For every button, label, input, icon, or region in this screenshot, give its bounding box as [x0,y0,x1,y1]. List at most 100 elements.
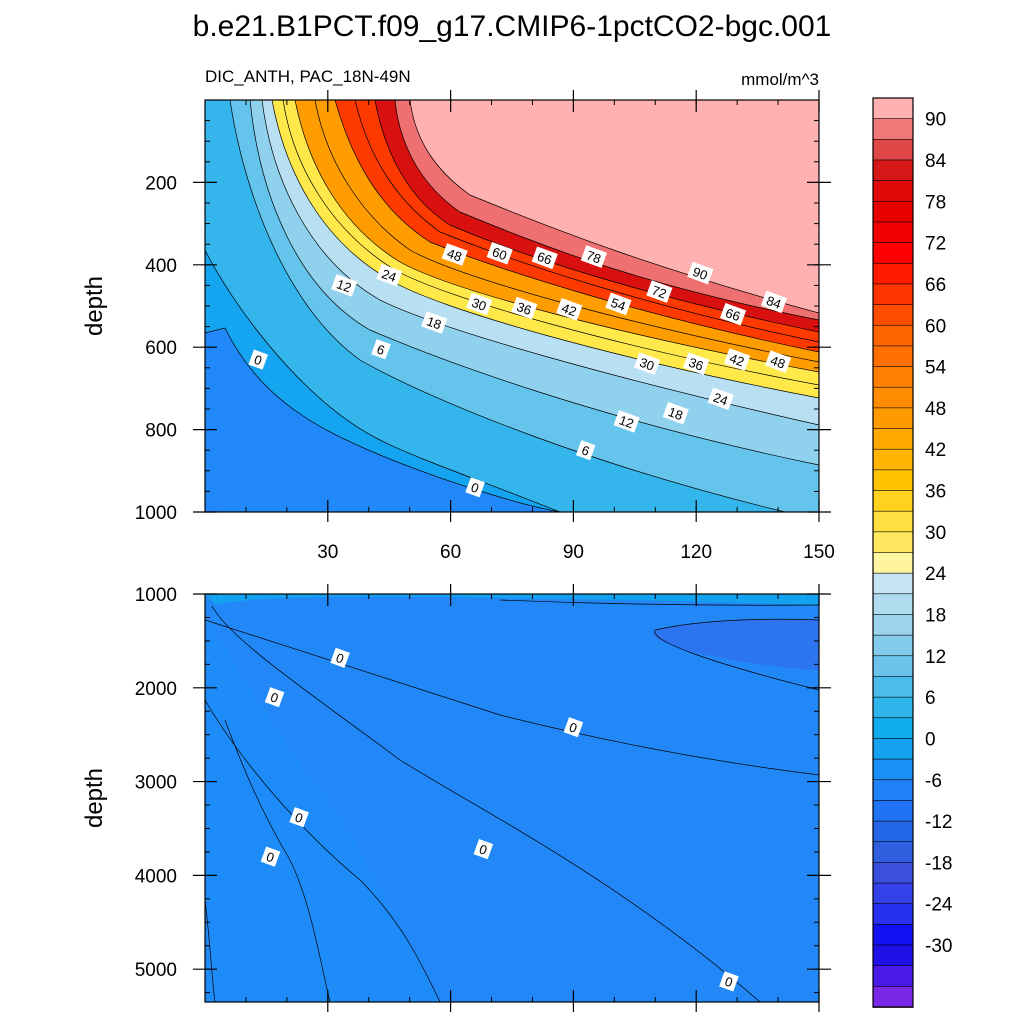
chart-title: b.e21.B1PCT.f09_g17.CMIP6-1pctCO2-bgc.00… [193,10,832,43]
colorbar-label: 36 [925,482,946,503]
upper-contour-label-text: 48 [769,353,788,372]
upper-contour-label-text: 90 [691,264,710,283]
lower-contour-label-box [563,717,584,738]
upper-y-tick-label: 800 [145,421,177,442]
upper-x-tick-label: 150 [803,542,835,563]
lower-contour-label-text: 0 [723,974,735,991]
lower-contour-label-box [473,839,494,860]
upper-contour-label-box [531,246,558,270]
colorbar-swatch [872,386,914,409]
colorbar-label: -12 [925,812,952,833]
colorbar-swatch [872,366,914,389]
colorbar-swatch [872,97,914,120]
upper-contour-lines [205,100,819,512]
upper-contour-label-text: 24 [711,390,730,409]
upper-y-tick-label: 400 [145,256,177,277]
upper-contour-label: 24 [707,387,734,410]
variable-region-label: DIC_ANTH, PAC_18N-49N [205,67,411,86]
upper-contour-label-text: 6 [375,341,387,358]
lower-axes: 1000 2000 3000 4000 5000 [135,584,831,1012]
lower-contour-label-box [264,687,285,708]
upper-contour-label-text: 0 [252,352,264,369]
lower-contour-label-box [260,846,281,867]
upper-contour-label-box [441,243,468,266]
upper-contour-label-text: 24 [380,266,399,285]
upper-contour-label-box [634,352,661,375]
upper-y-axis-title: depth [81,276,108,336]
colorbar-labels: 908478726660544842363024181260-6-12-18-2… [925,110,953,957]
upper-contour-label-box [719,302,747,326]
upper-panel [205,100,819,512]
upper-contour-label-text: 0 [469,479,481,496]
upper-contour-label: 36 [683,352,710,375]
colorbar-swatch [872,324,914,347]
upper-contour-label: 66 [719,302,747,326]
colorbar-swatch [872,139,914,161]
upper-deep-zero-region [205,328,560,512]
colorbar-swatch [872,407,914,430]
colorbar-swatch [872,779,914,802]
colorbar-label: 72 [925,234,946,255]
upper-contour-label: 18 [421,311,448,334]
lower-contour-label-text: 0 [293,809,305,826]
colorbar-swatch [872,676,914,698]
lower-negative-pocket [653,619,819,670]
lower-contour-label-text: 0 [567,719,579,736]
upper-contour-label: 90 [687,261,714,285]
colorbar [872,97,914,1008]
colorbar-label: 12 [925,647,946,668]
lower-contour-label-box [330,647,350,668]
colorbar-label: -6 [925,771,942,792]
upper-contour-label-box [331,274,358,297]
colorbar-swatch [872,469,914,492]
upper-contour-label: 6 [575,440,596,461]
upper-contour-label-box [724,348,751,371]
upper-x-tick-label: 60 [440,542,461,563]
upper-contour-label: 12 [613,410,640,433]
lower-contour-label: 0 [330,647,350,668]
upper-contour-label: 0 [465,477,485,498]
colorbar-swatch [872,944,914,967]
colorbar-swatch [872,614,914,636]
upper-contour-label-box [605,292,632,316]
upper-contour-label-text: 18 [666,404,685,423]
upper-contour-label: 72 [646,280,673,303]
upper-contour-label-text: 42 [728,351,747,370]
upper-x-tick-label: 90 [563,542,584,563]
upper-contour-label-text: 84 [764,293,783,312]
colorbar-swatch [872,841,914,864]
lower-contour-label: 0 [260,846,281,867]
colorbar-swatch [872,572,914,595]
upper-y-tick-label: 600 [145,338,177,359]
upper-contour-label-box [376,263,403,287]
colorbar-swatch [872,345,914,368]
upper-contour-label: 48 [441,243,468,266]
upper-contour-label-text: 42 [560,300,579,319]
colorbar-swatch [872,696,914,719]
upper-x-tick-label: 30 [317,542,338,563]
colorbar-swatch [872,655,914,678]
lower-y-tick-label: 5000 [135,960,177,981]
upper-contour-label: 60 [486,241,513,265]
colorbar-label: 30 [925,523,946,544]
colorbar-swatch [872,738,914,760]
colorbar-swatch [872,965,914,988]
upper-contour-label-text: 78 [584,248,603,267]
upper-contour-label: 24 [376,263,403,287]
upper-contour-label: 48 [764,350,792,373]
upper-core-above-90 [410,100,819,313]
lower-contour-label-text: 0 [477,841,489,858]
upper-contour-label-box [556,298,583,321]
upper-contour-label-text: 60 [490,244,509,263]
upper-contour-label: 42 [724,348,751,371]
colorbar-swatch [872,200,914,223]
upper-contour-label-box [248,349,268,370]
lower-y-tick-label: 2000 [135,679,177,700]
upper-contour-label: 18 [662,401,689,425]
colorbar-label: 6 [925,688,936,709]
upper-contour-label-box [707,387,734,410]
lower-contour-label-text: 0 [264,849,276,866]
colorbar-swatch [872,159,914,182]
upper-contour-label-text: 36 [687,355,706,374]
